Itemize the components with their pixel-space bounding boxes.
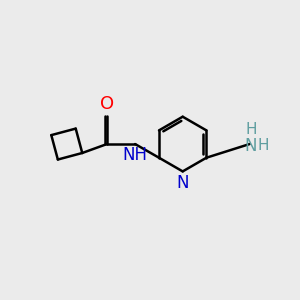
Text: H: H [245,122,257,136]
Text: O: O [100,95,114,113]
Text: NH: NH [123,146,148,164]
Text: N: N [176,174,189,192]
Text: N: N [245,136,257,154]
Text: H: H [257,138,269,153]
